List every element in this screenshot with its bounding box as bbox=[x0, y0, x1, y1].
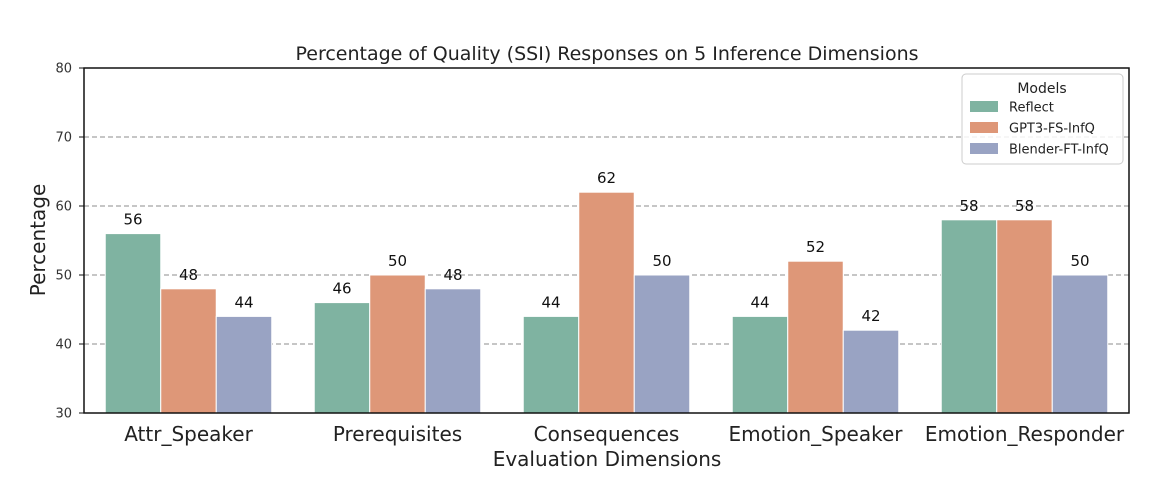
bar bbox=[996, 219, 1053, 414]
bar bbox=[578, 191, 635, 414]
bar-value-label: 42 bbox=[861, 307, 880, 325]
bar-value-label: 46 bbox=[332, 280, 351, 298]
bar-value-label: 58 bbox=[959, 197, 978, 215]
y-tick-label: 80 bbox=[55, 62, 72, 77]
bar-value-label: 56 bbox=[123, 211, 142, 229]
x-tick-label: Emotion_Speaker bbox=[728, 422, 903, 446]
bar bbox=[633, 274, 691, 414]
x-tick-label: Prerequisites bbox=[333, 422, 462, 446]
y-axis-title: Percentage bbox=[26, 184, 50, 297]
y-axis-ticks: 30 40 50 60 70 80 bbox=[55, 62, 84, 422]
bar bbox=[731, 315, 789, 414]
y-tick-label: 50 bbox=[55, 269, 72, 284]
chart-title: Percentage of Quality (SSI) Responses on… bbox=[295, 43, 918, 65]
bar bbox=[424, 288, 482, 414]
bar-value-label: 52 bbox=[806, 238, 825, 256]
bars: 56 48 44 46 50 48 44 62 50 44 52 42 58 58 50 bbox=[104, 169, 1109, 414]
x-axis-ticks: Attr_Speaker Prerequisites Consequences Emo… bbox=[124, 422, 1125, 446]
y-tick-label: 60 bbox=[55, 200, 72, 215]
legend-swatch bbox=[970, 143, 998, 154]
bar bbox=[842, 329, 900, 414]
bar bbox=[160, 288, 217, 414]
bar-value-label: 48 bbox=[179, 266, 198, 284]
bar-value-label: 50 bbox=[652, 252, 671, 270]
plot-frame bbox=[83, 67, 1130, 414]
legend-swatch bbox=[970, 101, 998, 112]
bar-value-label: 58 bbox=[1015, 197, 1034, 215]
bar-value-label: 44 bbox=[750, 293, 769, 311]
x-tick-label: Emotion_Responder bbox=[925, 422, 1125, 446]
x-tick-label: Attr_Speaker bbox=[124, 422, 253, 446]
bar bbox=[313, 302, 371, 414]
x-axis-title: Evaluation Dimensions bbox=[493, 447, 722, 471]
bar-value-label: 44 bbox=[234, 293, 253, 311]
y-tick-label: 70 bbox=[55, 131, 72, 146]
bar bbox=[369, 274, 426, 414]
legend-label: Blender-FT-InfQ bbox=[1009, 143, 1109, 158]
bar-value-label: 50 bbox=[1070, 252, 1089, 270]
bar-value-label: 62 bbox=[597, 169, 616, 187]
y-tick-label: 40 bbox=[55, 338, 72, 353]
bar-value-label: 48 bbox=[443, 266, 462, 284]
x-tick-label: Consequences bbox=[534, 422, 680, 446]
bar bbox=[215, 315, 273, 414]
bar bbox=[104, 233, 162, 414]
bar bbox=[787, 260, 844, 414]
legend-swatch bbox=[970, 122, 998, 133]
legend-label: Reflect bbox=[1009, 101, 1054, 116]
legend-label: GPT3-FS-InfQ bbox=[1009, 122, 1095, 137]
bar-value-label: 50 bbox=[388, 252, 407, 270]
legend-box bbox=[961, 73, 1124, 165]
legend: Models Reflect GPT3-FS-InfQ Blender-FT-Inf… bbox=[961, 73, 1124, 165]
legend-title: Models bbox=[1017, 81, 1066, 97]
y-tick-label: 30 bbox=[55, 407, 72, 422]
bar-value-label: 44 bbox=[541, 293, 560, 311]
bar bbox=[522, 315, 580, 414]
bar bbox=[940, 219, 998, 414]
bar bbox=[1051, 274, 1109, 414]
